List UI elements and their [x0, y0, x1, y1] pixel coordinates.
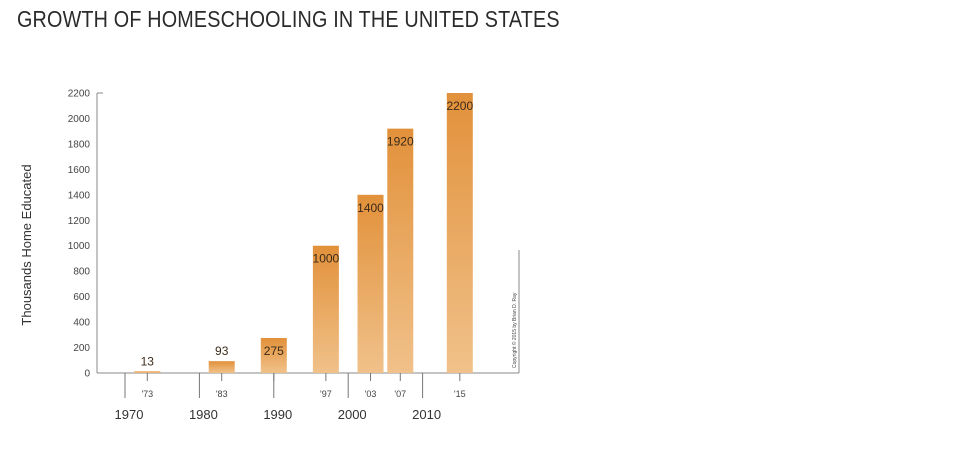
bar [312, 245, 339, 373]
bar-year-label: '73 [141, 389, 153, 399]
bar-year-label: '15 [454, 389, 466, 399]
bar [446, 93, 473, 373]
bar [357, 194, 384, 373]
bar [260, 338, 287, 373]
bar-value-label: 1920 [387, 135, 414, 149]
bar-value-label: 93 [215, 344, 229, 358]
y-tick-label: 2000 [68, 114, 91, 125]
y-tick-label: 200 [73, 343, 90, 354]
bar-year-label: '07 [394, 389, 406, 399]
bar-value-label: 1400 [357, 201, 384, 215]
bar [387, 128, 414, 373]
decade-label: 1980 [189, 407, 218, 422]
x-axis: 1970 1980 1990 2000 2010 '73 '83 '97 '03 '07 '15 [97, 250, 520, 422]
y-tick-label: 1200 [68, 216, 91, 227]
y-tick-label: 1800 [68, 139, 91, 150]
bars: 13 93 275 1000 1400 1920 2200 [134, 93, 473, 373]
y-tick-label: 1400 [68, 190, 91, 201]
y-axis-label: Thousands Home Educated [19, 164, 34, 325]
y-tick-label: 1600 [68, 165, 91, 176]
decade-label: 2000 [338, 407, 367, 422]
bar-value-label: 2200 [446, 99, 473, 113]
y-tick-label: 600 [73, 292, 90, 303]
bar-value-label: 13 [141, 354, 155, 368]
decade-label: 1990 [263, 407, 292, 422]
y-tick-label: 1000 [68, 241, 91, 252]
bar-value-label: 275 [264, 344, 284, 358]
bar [134, 371, 161, 373]
bar [208, 361, 235, 373]
bar-value-label: 1000 [313, 252, 340, 266]
y-tick-label: 0 [84, 369, 90, 380]
y-tick-label: 2200 [68, 89, 91, 100]
decade-label: 2010 [412, 407, 441, 422]
copyright-text: Copyright © 2015 by Brian D. Ray [511, 292, 518, 368]
bar-year-label: '97 [320, 389, 332, 399]
y-axis: 0 200 400 600 800 1000 1200 1400 1600 1800 2000 220… [68, 89, 103, 380]
y-tick-label: 400 [73, 318, 90, 329]
decade-label: 1970 [115, 407, 144, 422]
bar-year-label: '03 [365, 389, 377, 399]
chart-title: GROWTH OF HOMESCHOOLING IN THE UNITED ST… [17, 6, 560, 32]
bar-year-label: '83 [216, 389, 228, 399]
y-tick-label: 800 [73, 267, 90, 278]
